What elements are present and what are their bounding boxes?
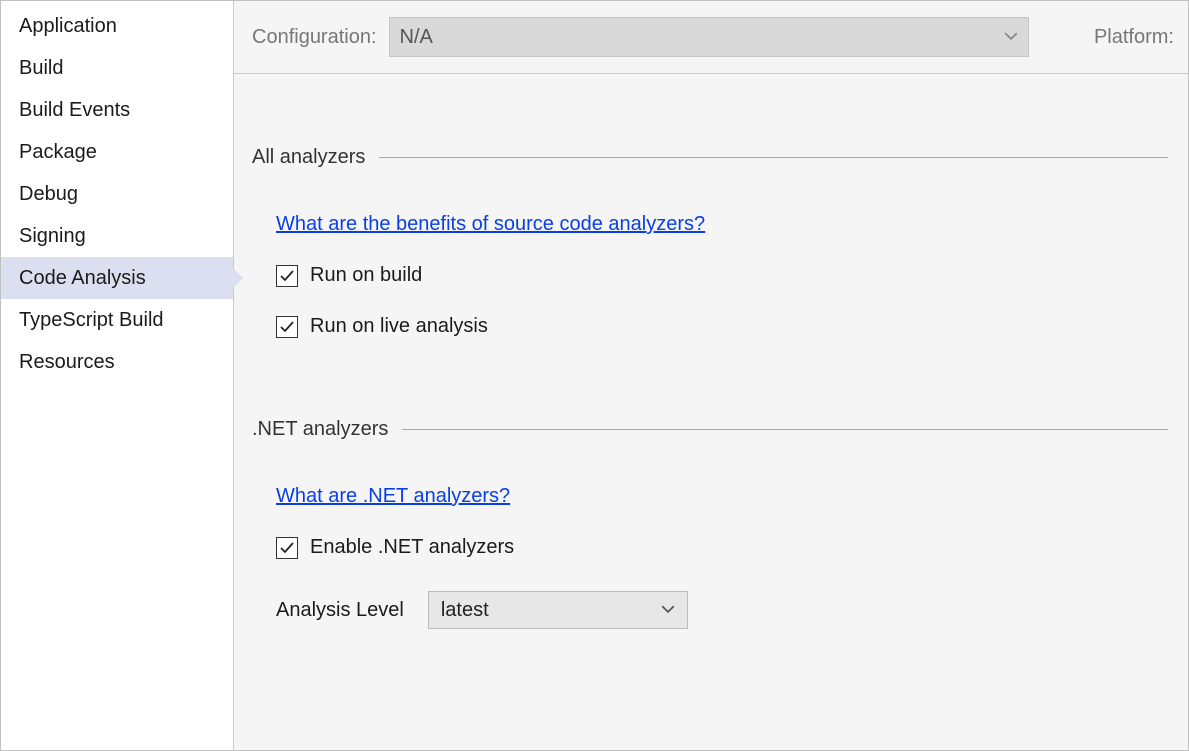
sidebar-item-code-analysis[interactable]: Code Analysis	[1, 257, 233, 299]
content-area: All analyzers What are the benefits of s…	[234, 74, 1188, 649]
section-net-analyzers: .NET analyzers What are .NET analyzers? …	[234, 418, 1172, 629]
platform-label: Platform:	[1094, 26, 1174, 49]
analysis-level-select[interactable]: latest	[428, 591, 688, 629]
sidebar-item-debug[interactable]: Debug	[1, 173, 233, 215]
enable-net-analyzers-label: Enable .NET analyzers	[310, 536, 514, 559]
config-bar: Configuration: N/A Platform:	[234, 1, 1188, 74]
section-rule	[379, 157, 1168, 158]
sidebar-item-resources[interactable]: Resources	[1, 341, 233, 383]
chevron-down-icon	[1004, 26, 1018, 49]
section-title: .NET analyzers	[252, 418, 388, 441]
enable-net-analyzers-checkbox[interactable]	[276, 537, 298, 559]
run-on-live-analysis-label: Run on live analysis	[310, 315, 488, 338]
analysis-level-row: Analysis Level latest	[276, 591, 1168, 629]
sidebar: Application Build Build Events Package D…	[1, 1, 233, 750]
section-title: All analyzers	[252, 146, 365, 169]
configuration-value: N/A	[400, 26, 433, 49]
configuration-label: Configuration:	[252, 26, 377, 49]
run-on-live-analysis-checkbox[interactable]	[276, 316, 298, 338]
enable-net-analyzers-row: Enable .NET analyzers	[276, 536, 1168, 559]
benefits-link[interactable]: What are the benefits of source code ana…	[276, 213, 705, 236]
section-rule	[402, 429, 1168, 430]
section-body: What are the benefits of source code ana…	[252, 213, 1168, 338]
run-on-live-analysis-row: Run on live analysis	[276, 315, 1168, 338]
section-header: All analyzers	[252, 146, 1168, 169]
analysis-level-value: latest	[441, 599, 489, 622]
sidebar-item-build-events[interactable]: Build Events	[1, 89, 233, 131]
run-on-build-row: Run on build	[276, 264, 1168, 287]
section-body: What are .NET analyzers? Enable .NET ana…	[252, 485, 1168, 629]
configuration-dropdown[interactable]: N/A	[389, 17, 1029, 57]
analysis-level-label: Analysis Level	[276, 599, 404, 622]
run-on-build-label: Run on build	[310, 264, 422, 287]
sidebar-item-application[interactable]: Application	[1, 5, 233, 47]
sidebar-item-build[interactable]: Build	[1, 47, 233, 89]
sidebar-item-signing[interactable]: Signing	[1, 215, 233, 257]
net-analyzers-link[interactable]: What are .NET analyzers?	[276, 485, 510, 508]
run-on-build-checkbox[interactable]	[276, 265, 298, 287]
section-all-analyzers: All analyzers What are the benefits of s…	[234, 146, 1172, 338]
section-header: .NET analyzers	[252, 418, 1168, 441]
main-panel: Configuration: N/A Platform: All analyze…	[233, 1, 1188, 750]
sidebar-item-typescript-build[interactable]: TypeScript Build	[1, 299, 233, 341]
chevron-down-icon	[661, 599, 675, 622]
sidebar-item-package[interactable]: Package	[1, 131, 233, 173]
